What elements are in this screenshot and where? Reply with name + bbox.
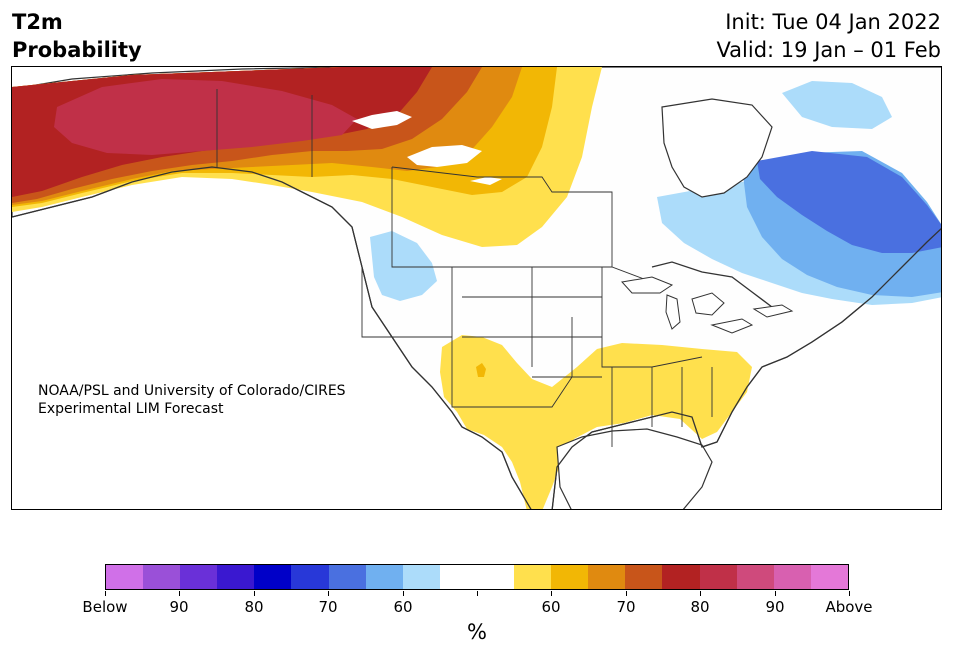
colorbar-swatch xyxy=(662,565,700,589)
colorbar-swatch xyxy=(402,565,440,589)
gulf-of-mexico xyxy=(556,428,713,509)
colorbar-tick-label: 60 xyxy=(393,598,413,616)
map-canvas xyxy=(12,67,941,509)
probability-map xyxy=(11,66,942,510)
colorbar-swatch xyxy=(588,565,626,589)
title-variable: T2m xyxy=(12,10,63,34)
credit-line-2: Experimental LIM Forecast xyxy=(38,401,224,417)
credit-line-1: NOAA/PSL and University of Colorado/CIRE… xyxy=(38,383,346,399)
colorbar-tick-label: Below xyxy=(82,598,128,616)
colorbar-tick-label: 80 xyxy=(244,598,264,616)
hudson-bay xyxy=(661,98,773,198)
colorbar-swatch xyxy=(810,565,848,589)
colorbar-swatch xyxy=(365,565,403,589)
warm-zone-south-65-spot xyxy=(476,363,486,377)
colorbar-swatch xyxy=(439,565,477,589)
warm-zone-south-60 xyxy=(440,335,752,509)
colorbar-tick xyxy=(179,591,180,596)
colorbar-tick xyxy=(700,591,701,596)
colorbar-tick xyxy=(254,591,255,596)
colorbar-swatch xyxy=(254,565,292,589)
colorbar-swatch xyxy=(625,565,663,589)
colorbar-swatch xyxy=(217,565,255,589)
probability-colorbar xyxy=(105,564,849,590)
title-quantity: Probability xyxy=(12,38,142,62)
colorbar-tick-label: 60 xyxy=(541,598,561,616)
warm-zone-85 xyxy=(54,79,357,155)
colorbar-tick-label: Above xyxy=(825,598,873,616)
colorbar-tick xyxy=(403,591,404,596)
great-slave-lake xyxy=(352,111,412,129)
colorbar-swatch xyxy=(551,565,589,589)
colorbar-swatch xyxy=(328,565,366,589)
lake-athabasca xyxy=(470,177,502,185)
colorbar-tick-label: 80 xyxy=(690,598,710,616)
colorbar-swatch xyxy=(180,565,218,589)
colorbar-swatch xyxy=(736,565,774,589)
cold-zone-60-hudson xyxy=(782,81,892,129)
colorbar-swatch xyxy=(773,565,811,589)
colorbar-tick-label: 90 xyxy=(765,598,785,616)
colorbar-tick xyxy=(328,591,329,596)
great-lakes xyxy=(621,276,794,334)
colorbar-swatch xyxy=(476,565,515,589)
colorbar-swatch xyxy=(143,565,181,589)
cold-zone-70 xyxy=(757,151,941,253)
cold-zone-60-west xyxy=(370,231,437,301)
colorbar-tick xyxy=(477,591,478,596)
colorbar-swatch xyxy=(514,565,552,589)
colorbar-swatch xyxy=(291,565,329,589)
colorbar-unit: % xyxy=(467,620,487,644)
data-credit: NOAA/PSL and University of Colorado/CIRE… xyxy=(38,382,346,418)
colorbar-tick-label: 70 xyxy=(616,598,636,616)
coastlines xyxy=(12,166,941,509)
valid-range: Valid: 19 Jan – 01 Feb xyxy=(716,38,941,62)
colorbar-tick-label: 70 xyxy=(318,598,338,616)
colorbar-tick-label: 90 xyxy=(169,598,189,616)
forecast-dates: Init: Tue 04 Jan 2022 Valid: 19 Jan – 01… xyxy=(716,8,941,64)
colorbar-swatch xyxy=(699,565,737,589)
colorbar-tick xyxy=(626,591,627,596)
colorbar-tick xyxy=(849,591,850,596)
colorbar-tick xyxy=(105,591,106,596)
colorbar-tick xyxy=(551,591,552,596)
political-boundaries xyxy=(216,89,713,447)
colorbar-swatch xyxy=(106,565,144,589)
map-title: T2m Probability xyxy=(12,8,142,64)
init-date: Init: Tue 04 Jan 2022 xyxy=(725,10,941,34)
colorbar-tick xyxy=(775,591,776,596)
great-bear-lake xyxy=(407,145,482,167)
